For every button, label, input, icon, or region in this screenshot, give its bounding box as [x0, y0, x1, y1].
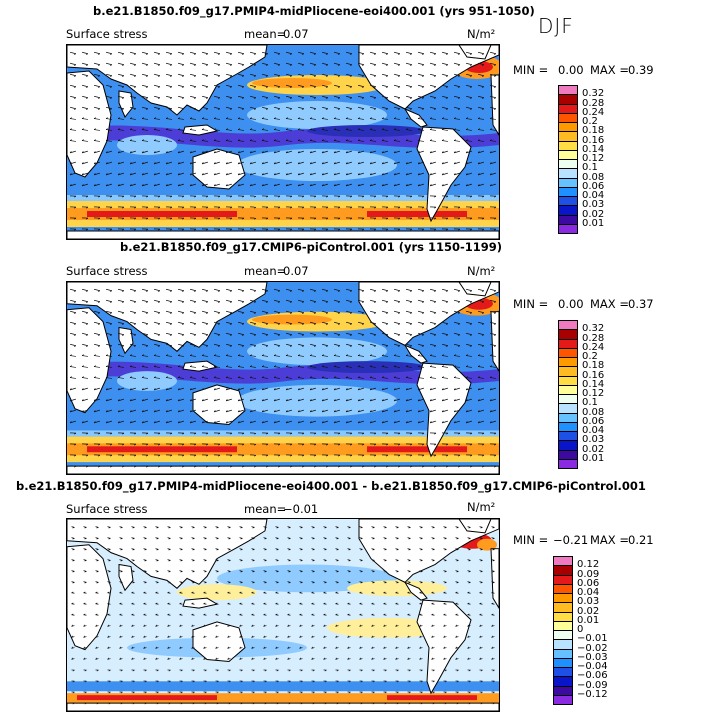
- mean-value: 0.07: [283, 264, 309, 278]
- colorbar: 0.32 0.28 0.24 0.2 0.18 0.16 0.14 0.12 0.1 0.08 0.…: [558, 320, 668, 469]
- colorbar-swatch: [553, 694, 573, 705]
- colorbar-tick-label: 0.06: [582, 415, 605, 427]
- variable-label: Surface stress: [66, 264, 148, 278]
- colorbar-tick-label: 0.01: [577, 614, 600, 626]
- panel-title: b.e21.B1850.f09_g17.CMIP6-piControl.001 …: [120, 240, 503, 254]
- colorbar-tick-label: 0.03: [577, 596, 600, 608]
- min-value: −0.21: [553, 533, 589, 547]
- units-label: N/m²: [467, 500, 496, 514]
- mean-label: mean=: [244, 502, 287, 516]
- colorbar-tick-label: 0.02: [582, 443, 605, 455]
- colorbar-tick-label: −0.03: [577, 651, 608, 663]
- colorbar-tick-label: 0.14: [582, 378, 605, 390]
- colorbar-tick-label: 0.24: [582, 106, 605, 118]
- colorbar-tick-label: 0.28: [582, 97, 605, 109]
- colorbar-swatch: [558, 458, 578, 469]
- colorbar-tick-label: 0.2: [582, 116, 598, 127]
- min-label: MIN =: [513, 533, 549, 547]
- season-label: DJF: [538, 14, 574, 38]
- colorbar-tick-label: 0.04: [582, 190, 605, 201]
- colorbar-tick-label: 0.24: [582, 341, 605, 353]
- colorbar-tick-label: −0.04: [577, 661, 608, 672]
- colorbar-tick-label: 0.08: [582, 406, 605, 418]
- mean-value: −0.01: [283, 502, 319, 516]
- colorbar-tick-label: 0.12: [582, 153, 605, 164]
- colorbar-tick-label: 0.03: [582, 434, 605, 446]
- map-graphic: [67, 519, 499, 711]
- map-plot: [66, 518, 500, 712]
- panel-title: b.e21.B1850.f09_g17.PMIP4-midPliocene-eo…: [16, 479, 646, 493]
- colorbar-tick-label: 0.04: [577, 587, 600, 598]
- variable-label: Surface stress: [66, 502, 148, 516]
- colorbar-tick-label: 0.1: [582, 397, 598, 409]
- colorbar-tick-label: 0: [577, 624, 584, 635]
- min-label: MIN =: [513, 63, 549, 77]
- colorbar-tick-label: 0.32: [582, 88, 605, 100]
- units-label: N/m²: [467, 264, 496, 278]
- colorbar-tick-label: 0.28: [582, 332, 605, 344]
- max-label: MAX =: [590, 63, 629, 77]
- map-plot: [66, 44, 500, 240]
- colorbar-tick-label: 0.02: [577, 605, 600, 617]
- colorbar-tick-label: 0.03: [582, 199, 605, 211]
- colorbar-tick-label: 0.09: [577, 568, 600, 580]
- max-value: 0.39: [628, 63, 654, 77]
- colorbar-swatch: [558, 223, 578, 234]
- colorbar-tick-label: −0.01: [577, 633, 608, 645]
- colorbar: 0.32 0.28 0.24 0.2 0.18 0.16 0.14 0.12 0.1 0.08 0.…: [558, 85, 668, 234]
- panel-title: b.e21.B1850.f09_g17.PMIP4-midPliocene-eo…: [93, 4, 535, 18]
- map-graphic: [67, 282, 499, 474]
- colorbar-tick-label: 0.14: [582, 143, 605, 155]
- max-label: MAX =: [590, 297, 629, 311]
- colorbar-tick-label: −0.06: [577, 670, 608, 682]
- min-value: 0.00: [558, 297, 584, 311]
- colorbar-tick-label: 0.01: [582, 452, 605, 464]
- max-value: 0.37: [628, 297, 654, 311]
- mean-label: mean=: [244, 264, 287, 278]
- min-value: 0.00: [558, 63, 584, 77]
- colorbar-tick-label: 0.01: [582, 217, 605, 229]
- map-plot: [66, 281, 500, 475]
- colorbar-tick-label: 0.1: [582, 162, 598, 174]
- colorbar-tick-label: −0.02: [577, 642, 608, 654]
- colorbar-tick-label: 0.2: [582, 351, 598, 362]
- colorbar-tick-label: 0.32: [582, 323, 605, 335]
- colorbar-tick-label: 0.02: [582, 208, 605, 220]
- mean-label: mean=: [244, 27, 287, 41]
- max-label: MAX =: [590, 533, 629, 547]
- map-graphic: [67, 45, 499, 239]
- colorbar-tick-label: 0.04: [582, 425, 605, 436]
- colorbar-tick-label: 0.08: [582, 171, 605, 183]
- colorbar-tick-label: 0.12: [582, 388, 605, 399]
- colorbar-tick-label: 0.16: [582, 369, 605, 381]
- variable-label: Surface stress: [66, 27, 148, 41]
- colorbar-tick-label: 0.18: [582, 125, 605, 137]
- colorbar: 0.12 0.09 0.06 0.04 0.03 0.02 0.01 0 −0.01 −0.02−…: [553, 556, 668, 705]
- mean-value: 0.07: [283, 27, 309, 41]
- colorbar-tick-label: 0.16: [582, 134, 605, 146]
- colorbar-tick-label: −0.09: [577, 679, 608, 691]
- colorbar-tick-label: 0.06: [582, 180, 605, 192]
- max-value: 0.21: [628, 533, 654, 547]
- units-label: N/m²: [467, 27, 496, 41]
- colorbar-tick-label: 0.12: [577, 559, 600, 571]
- colorbar-tick-label: −0.12: [577, 688, 608, 700]
- colorbar-tick-label: 0.06: [577, 577, 600, 589]
- min-label: MIN =: [513, 297, 549, 311]
- colorbar-tick-label: 0.18: [582, 360, 605, 372]
